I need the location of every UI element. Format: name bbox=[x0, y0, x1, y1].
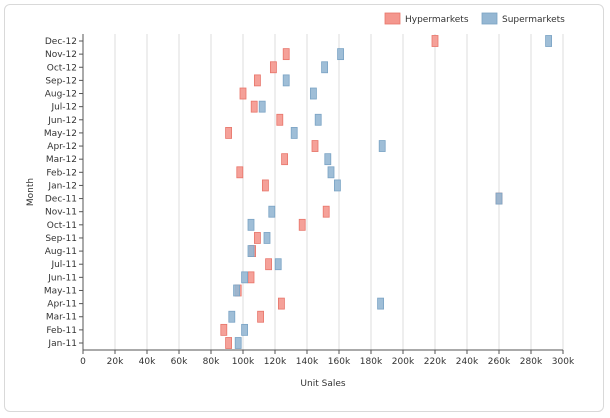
legend-swatch-hypermarkets bbox=[384, 12, 401, 25]
point-hypermarkets bbox=[311, 140, 319, 152]
y-tick-label: Apr-11 bbox=[47, 300, 77, 310]
point-supermarkets bbox=[234, 337, 242, 349]
point-hypermarkets bbox=[431, 35, 439, 47]
x-tick-label: 40k bbox=[139, 357, 156, 367]
x-tick-label: 240k bbox=[456, 357, 479, 367]
point-hypermarkets bbox=[265, 258, 273, 271]
x-tick-label: 300k bbox=[552, 357, 575, 367]
x-tick-label: 140k bbox=[296, 357, 319, 367]
point-hypermarkets bbox=[281, 153, 289, 166]
y-tick-label: Jan-12 bbox=[47, 181, 77, 191]
y-tick-label: Oct-12 bbox=[47, 63, 77, 73]
point-hypermarkets bbox=[236, 166, 244, 179]
point-supermarkets bbox=[309, 87, 317, 100]
x-tick-label: 0 bbox=[80, 357, 86, 367]
point-hypermarkets bbox=[322, 205, 330, 218]
point-supermarkets bbox=[241, 323, 249, 336]
point-supermarkets bbox=[321, 61, 329, 74]
grid-lines bbox=[114, 34, 564, 350]
point-hypermarkets bbox=[253, 74, 261, 87]
y-tick-label: Jan-11 bbox=[47, 339, 77, 349]
point-supermarkets bbox=[333, 179, 341, 192]
y-tick-label: May-12 bbox=[44, 129, 77, 139]
y-tick-label: Feb-12 bbox=[46, 168, 77, 178]
point-hypermarkets bbox=[282, 48, 290, 61]
point-supermarkets bbox=[268, 205, 276, 218]
x-tick-label: 180k bbox=[360, 357, 383, 367]
point-supermarkets bbox=[247, 245, 255, 257]
point-supermarkets bbox=[337, 48, 345, 61]
legend-swatch-supermarkets bbox=[481, 12, 498, 25]
y-tick-label: Aug-12 bbox=[45, 90, 77, 100]
point-supermarkets bbox=[378, 140, 386, 152]
y-tick-label: Jun-11 bbox=[47, 273, 77, 283]
y-tick-label: Jul-12 bbox=[50, 103, 77, 113]
y-tick-label: Feb-11 bbox=[46, 326, 77, 336]
x-tick-label: 260k bbox=[488, 357, 511, 367]
y-tick-label: Aug-11 bbox=[45, 247, 77, 257]
x-axis-title: Unit Sales bbox=[300, 379, 345, 389]
y-axis-title: Month bbox=[26, 178, 36, 206]
y-tick-label: May-11 bbox=[44, 286, 77, 296]
y-tick-label: Jul-11 bbox=[50, 260, 77, 270]
y-tick-label: Nov-12 bbox=[45, 50, 77, 60]
x-tick-label: 120k bbox=[264, 357, 287, 367]
point-supermarkets bbox=[314, 113, 322, 126]
point-hypermarkets bbox=[225, 127, 233, 139]
point-hypermarkets bbox=[257, 310, 265, 323]
point-supermarkets bbox=[233, 284, 241, 297]
data-marks bbox=[220, 35, 552, 349]
point-supermarkets bbox=[241, 271, 249, 284]
point-supermarkets bbox=[290, 127, 298, 139]
point-supermarkets bbox=[247, 218, 255, 231]
point-supermarkets bbox=[263, 232, 271, 244]
point-hypermarkets bbox=[298, 218, 306, 231]
legend: Hypermarkets Supermarkets bbox=[384, 12, 565, 25]
point-supermarkets bbox=[258, 100, 266, 113]
point-supermarkets bbox=[327, 166, 335, 179]
y-tick-label: Sep-12 bbox=[45, 76, 77, 86]
y-tick-label: Jun-12 bbox=[47, 116, 77, 126]
x-tick-label: 200k bbox=[392, 357, 415, 367]
point-hypermarkets bbox=[261, 179, 269, 192]
point-hypermarkets bbox=[220, 323, 228, 336]
legend-label-hypermarkets: Hypermarkets bbox=[405, 15, 469, 25]
point-hypermarkets bbox=[247, 271, 255, 284]
y-tick-label: Apr-12 bbox=[47, 142, 77, 152]
x-tick-label: 100k bbox=[232, 357, 255, 367]
y-tick-label: Nov-11 bbox=[45, 208, 77, 218]
y-tick-label: Oct-11 bbox=[47, 221, 77, 231]
point-supermarkets bbox=[274, 258, 282, 271]
x-tick-label: 160k bbox=[328, 357, 351, 367]
point-supermarkets bbox=[324, 153, 332, 166]
point-hypermarkets bbox=[250, 100, 258, 113]
point-hypermarkets bbox=[253, 232, 261, 244]
y-tick-label: Sep-11 bbox=[45, 234, 77, 244]
point-supermarkets bbox=[377, 297, 385, 310]
chart-card bbox=[4, 4, 604, 412]
x-tick-label: 280k bbox=[520, 357, 543, 367]
point-supermarkets bbox=[495, 192, 503, 205]
x-tick-label: 80k bbox=[203, 357, 220, 367]
legend-label-supermarkets: Supermarkets bbox=[502, 15, 565, 25]
point-hypermarkets bbox=[269, 61, 277, 74]
y-tick-label: Mar-12 bbox=[46, 155, 77, 165]
point-hypermarkets bbox=[276, 113, 284, 126]
point-hypermarkets bbox=[277, 297, 285, 310]
y-tick-label: Dec-12 bbox=[45, 37, 77, 47]
x-tick-label: 20k bbox=[107, 357, 124, 367]
y-tick-label: Mar-11 bbox=[46, 313, 77, 323]
point-supermarkets bbox=[282, 74, 290, 87]
x-tick-label: 60k bbox=[171, 357, 188, 367]
x-tick-label: 220k bbox=[424, 357, 447, 367]
point-hypermarkets bbox=[239, 87, 247, 100]
point-supermarkets bbox=[545, 35, 552, 47]
axes: 0 20k 40k 60k 80k 100k 120k 140k 160k 180k 200k 220… bbox=[44, 34, 575, 367]
point-supermarkets bbox=[228, 310, 236, 323]
point-hypermarkets bbox=[225, 337, 233, 349]
y-tick-label: Dec-11 bbox=[45, 195, 77, 205]
